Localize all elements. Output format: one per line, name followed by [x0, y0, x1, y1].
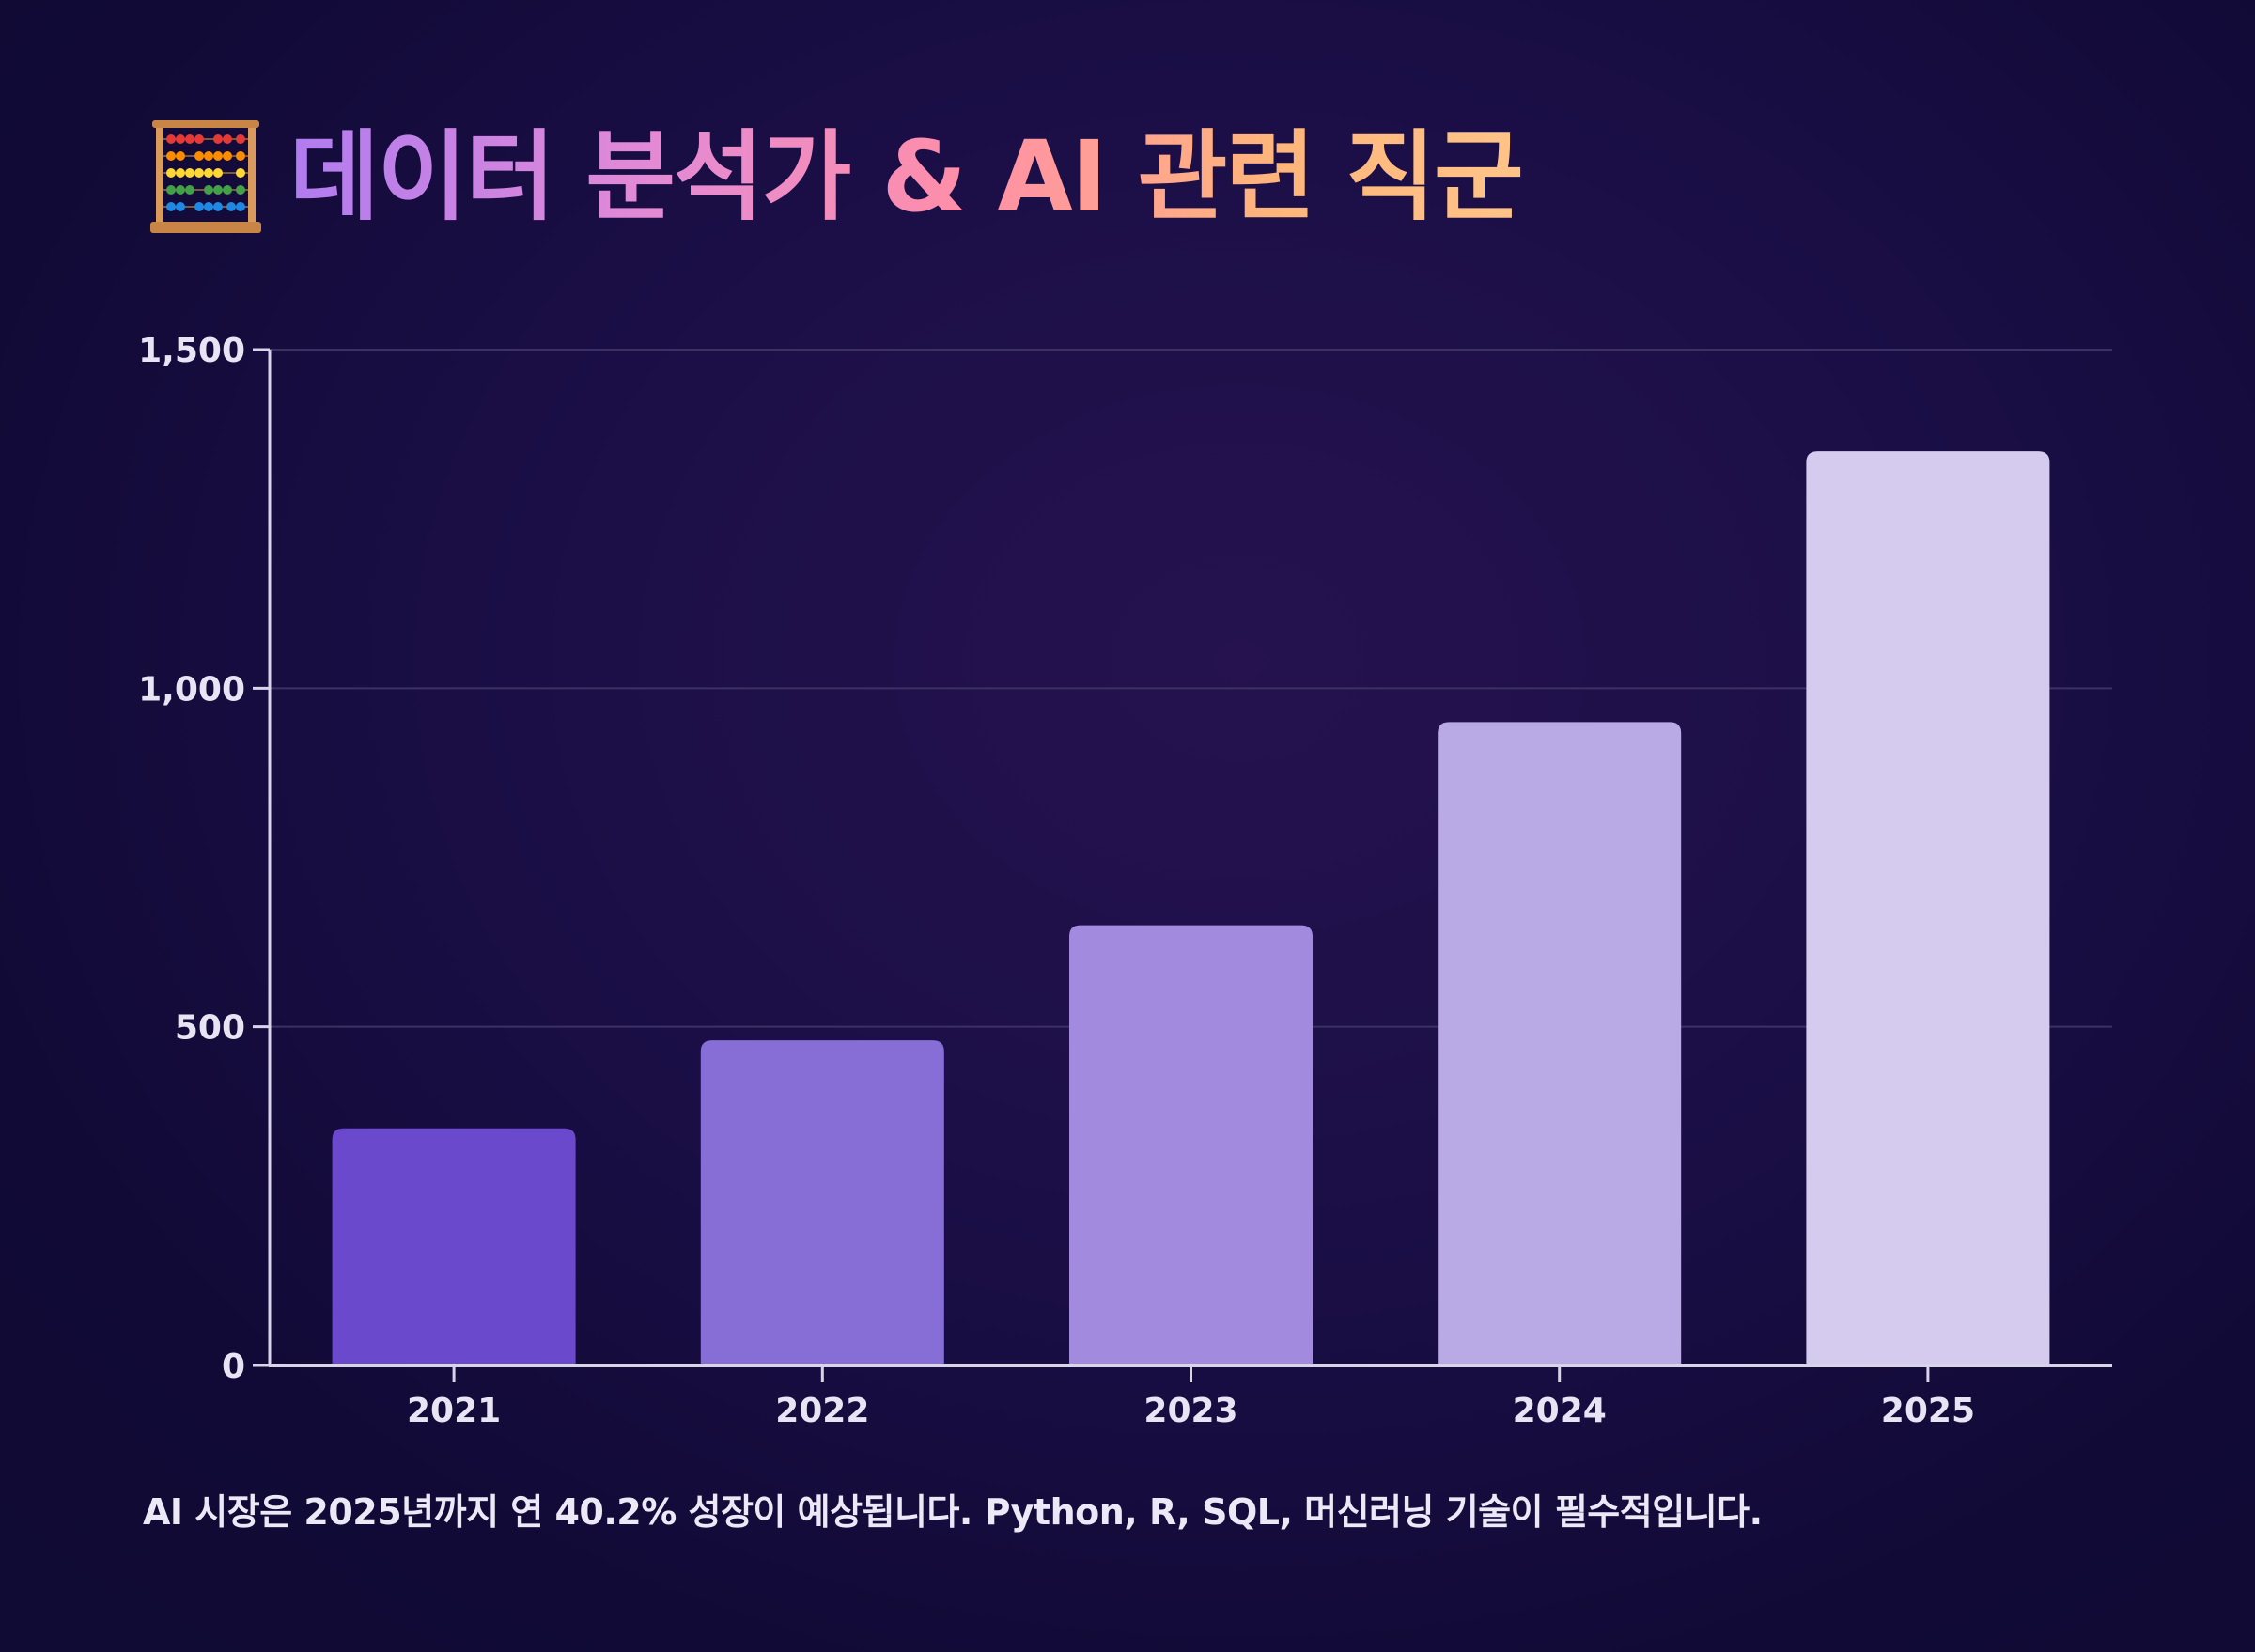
- y-tick-label-500: 500: [175, 1009, 245, 1048]
- x-tick-label-2025: 2025: [1881, 1392, 1975, 1430]
- bar-2023: [1069, 925, 1313, 1365]
- x-tick-label-2021: 2021: [407, 1392, 501, 1430]
- page-title: 데이터 분석가 & AI 관련 직군: [289, 111, 1524, 242]
- abacus-icon: [150, 120, 261, 233]
- y-tick-label-1000: 1,000: [138, 670, 245, 709]
- bar-2025: [1806, 451, 2050, 1366]
- y-tick-label-1500: 1,500: [138, 332, 245, 370]
- bar-2022: [700, 1040, 944, 1365]
- bar-2021: [332, 1128, 576, 1365]
- chart-caption: AI 시장은 2025년까지 연 40.2% 성장이 예상됩니다. Python…: [143, 1491, 1763, 1533]
- title-row: 데이터 분석가 & AI 관련 직군: [150, 111, 1524, 242]
- x-tick-label-2022: 2022: [775, 1392, 869, 1430]
- y-tick-label-0: 0: [222, 1348, 245, 1386]
- x-tick-label-2024: 2024: [1513, 1392, 1607, 1430]
- bar-2024: [1438, 722, 1682, 1365]
- x-tick-label-2023: 2023: [1143, 1392, 1237, 1430]
